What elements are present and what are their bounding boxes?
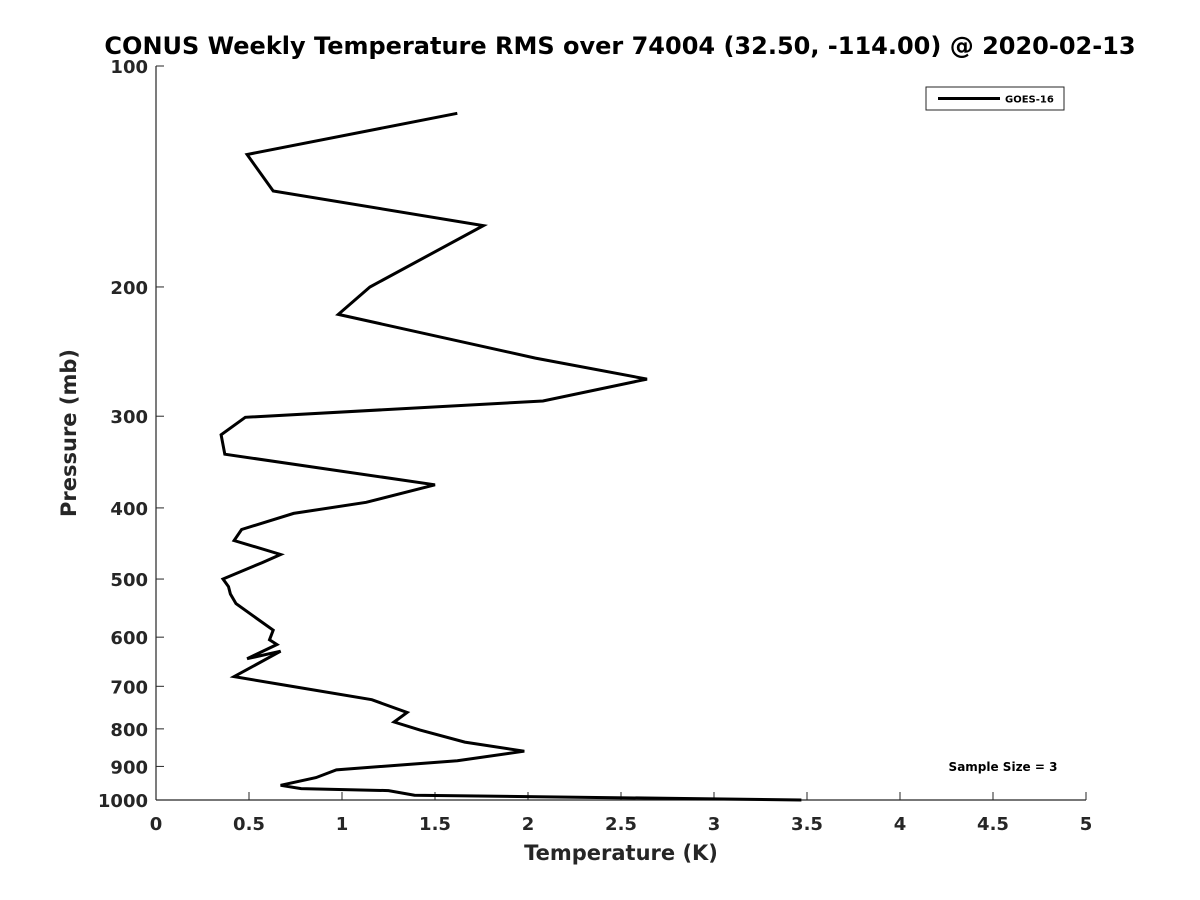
y-tick-label: 700 [110,677,148,698]
x-tick-label: 2.5 [605,814,637,835]
x-tick-label: 1.5 [419,814,451,835]
y-tick-label: 800 [110,720,148,741]
x-tick-label: 0.5 [233,814,265,835]
x-ticks: 0 0.5 1 1.5 2 2.5 3 3.5 4 4.5 5 [150,792,1093,835]
y-tick-label: 1000 [98,791,148,812]
y-tick-label: 300 [110,407,148,428]
x-tick-label: 3 [708,814,721,835]
y-tick-label: 100 [110,57,148,78]
x-tick-label: 0 [150,814,163,835]
x-tick-label: 2 [522,814,535,835]
x-tick-label: 4 [894,814,907,835]
y-tick-label: 200 [110,278,148,299]
x-tick-label: 3.5 [791,814,823,835]
legend: GOES-16 [925,86,1065,111]
legend-label-goes-16: GOES-16 [1005,95,1054,106]
y-axis-label: Pressure (mb) [57,349,81,517]
x-tick-label: 4.5 [977,814,1009,835]
x-tick-label: 5 [1080,814,1093,835]
series-group [219,111,802,802]
y-tick-label: 400 [110,499,148,520]
x-axis-label: Temperature (K) [524,841,718,865]
series-line-goes-16 [219,111,802,802]
sample-size-annotation: Sample Size = 3 [949,760,1058,774]
chart-title: CONUS Weekly Temperature RMS over 74004 … [104,32,1135,60]
y-tick-label: 600 [110,628,148,649]
y-ticks: 100 200 300 400 500 600 700 800 900 1000 [98,57,164,812]
y-tick-label: 900 [110,757,148,778]
y-tick-label: 500 [110,570,148,591]
x-tick-label: 1 [336,814,349,835]
